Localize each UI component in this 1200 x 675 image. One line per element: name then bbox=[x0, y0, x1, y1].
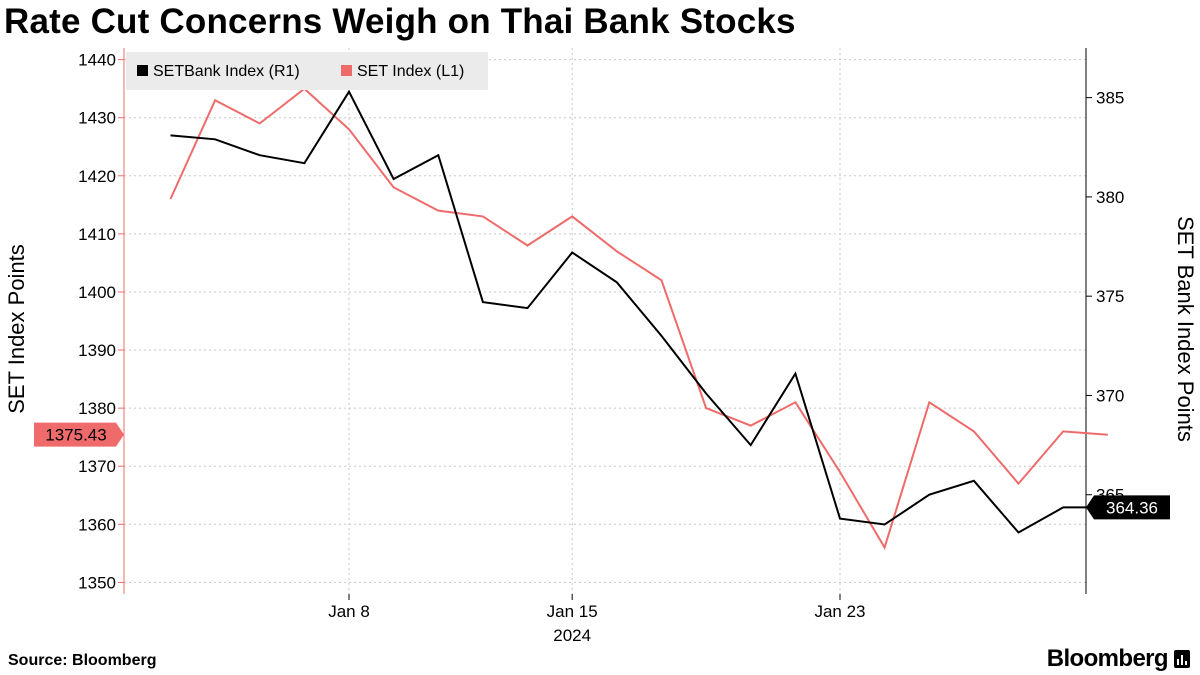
legend-box bbox=[126, 52, 488, 90]
legend-swatch-setbank bbox=[137, 65, 148, 76]
brand-name: Bloomberg bbox=[1046, 645, 1169, 672]
x-tick-label: Jan 15 bbox=[547, 602, 598, 621]
right-tick-label: 370 bbox=[1096, 386, 1124, 405]
right-tick-label: 385 bbox=[1096, 89, 1124, 108]
left-tick-label: 1390 bbox=[78, 341, 116, 360]
left-last-value-label: 1375.43 bbox=[45, 426, 106, 445]
x-tick-label: Jan 23 bbox=[814, 602, 865, 621]
left-tick-label: 1440 bbox=[78, 51, 116, 70]
legend-label-setbank: SETBank Index (R1) bbox=[153, 63, 300, 80]
bloomberg-logo: Bloomberg bbox=[1047, 645, 1190, 673]
x-year-label: 2024 bbox=[553, 626, 591, 645]
left-tick-label: 1430 bbox=[78, 109, 116, 128]
bloomberg-mark-icon bbox=[1174, 650, 1190, 668]
right-last-value-label: 364.36 bbox=[1106, 498, 1158, 517]
set-index-line bbox=[169, 87, 1108, 550]
left-axis-label: SET Index Points bbox=[4, 244, 29, 414]
left-tick-label: 1380 bbox=[78, 399, 116, 418]
right-tick-label: 380 bbox=[1096, 188, 1124, 207]
right-tick-label: 375 bbox=[1096, 287, 1124, 306]
left-tick-label: 1420 bbox=[78, 167, 116, 186]
source-note: Source: Bloomberg bbox=[8, 652, 157, 669]
right-last-value-flag bbox=[1086, 495, 1170, 520]
right-axis-label: SET Bank Index Points bbox=[1173, 216, 1198, 442]
legend-label-set: SET Index (L1) bbox=[357, 63, 464, 80]
left-tick-label: 1360 bbox=[78, 515, 116, 534]
left-tick-label: 1410 bbox=[78, 225, 116, 244]
left-last-value-flag bbox=[34, 422, 124, 447]
left-tick-label: 1400 bbox=[78, 283, 116, 302]
x-tick-label: Jan 8 bbox=[328, 602, 370, 621]
legend-swatch-set bbox=[341, 65, 352, 76]
left-tick-label: 1350 bbox=[78, 573, 116, 592]
setbank-index-line bbox=[170, 89, 1108, 534]
chart-title: Rate Cut Concerns Weigh on Thai Bank Sto… bbox=[4, 2, 796, 41]
left-tick-label: 1370 bbox=[78, 457, 116, 476]
